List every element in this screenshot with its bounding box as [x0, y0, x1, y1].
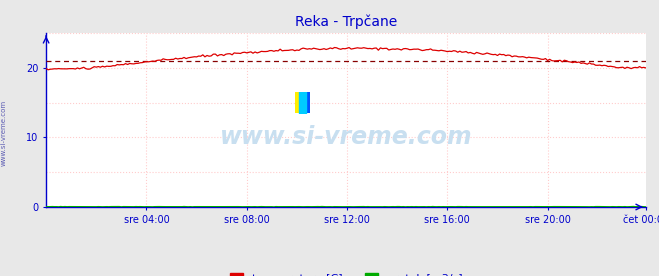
Legend: temperatura [C], pretok [m3/s]: temperatura [C], pretok [m3/s]: [225, 269, 467, 276]
Title: Reka - Trpčane: Reka - Trpčane: [295, 15, 397, 29]
Text: www.si-vreme.com: www.si-vreme.com: [219, 126, 473, 149]
Text: www.si-vreme.com: www.si-vreme.com: [0, 99, 7, 166]
